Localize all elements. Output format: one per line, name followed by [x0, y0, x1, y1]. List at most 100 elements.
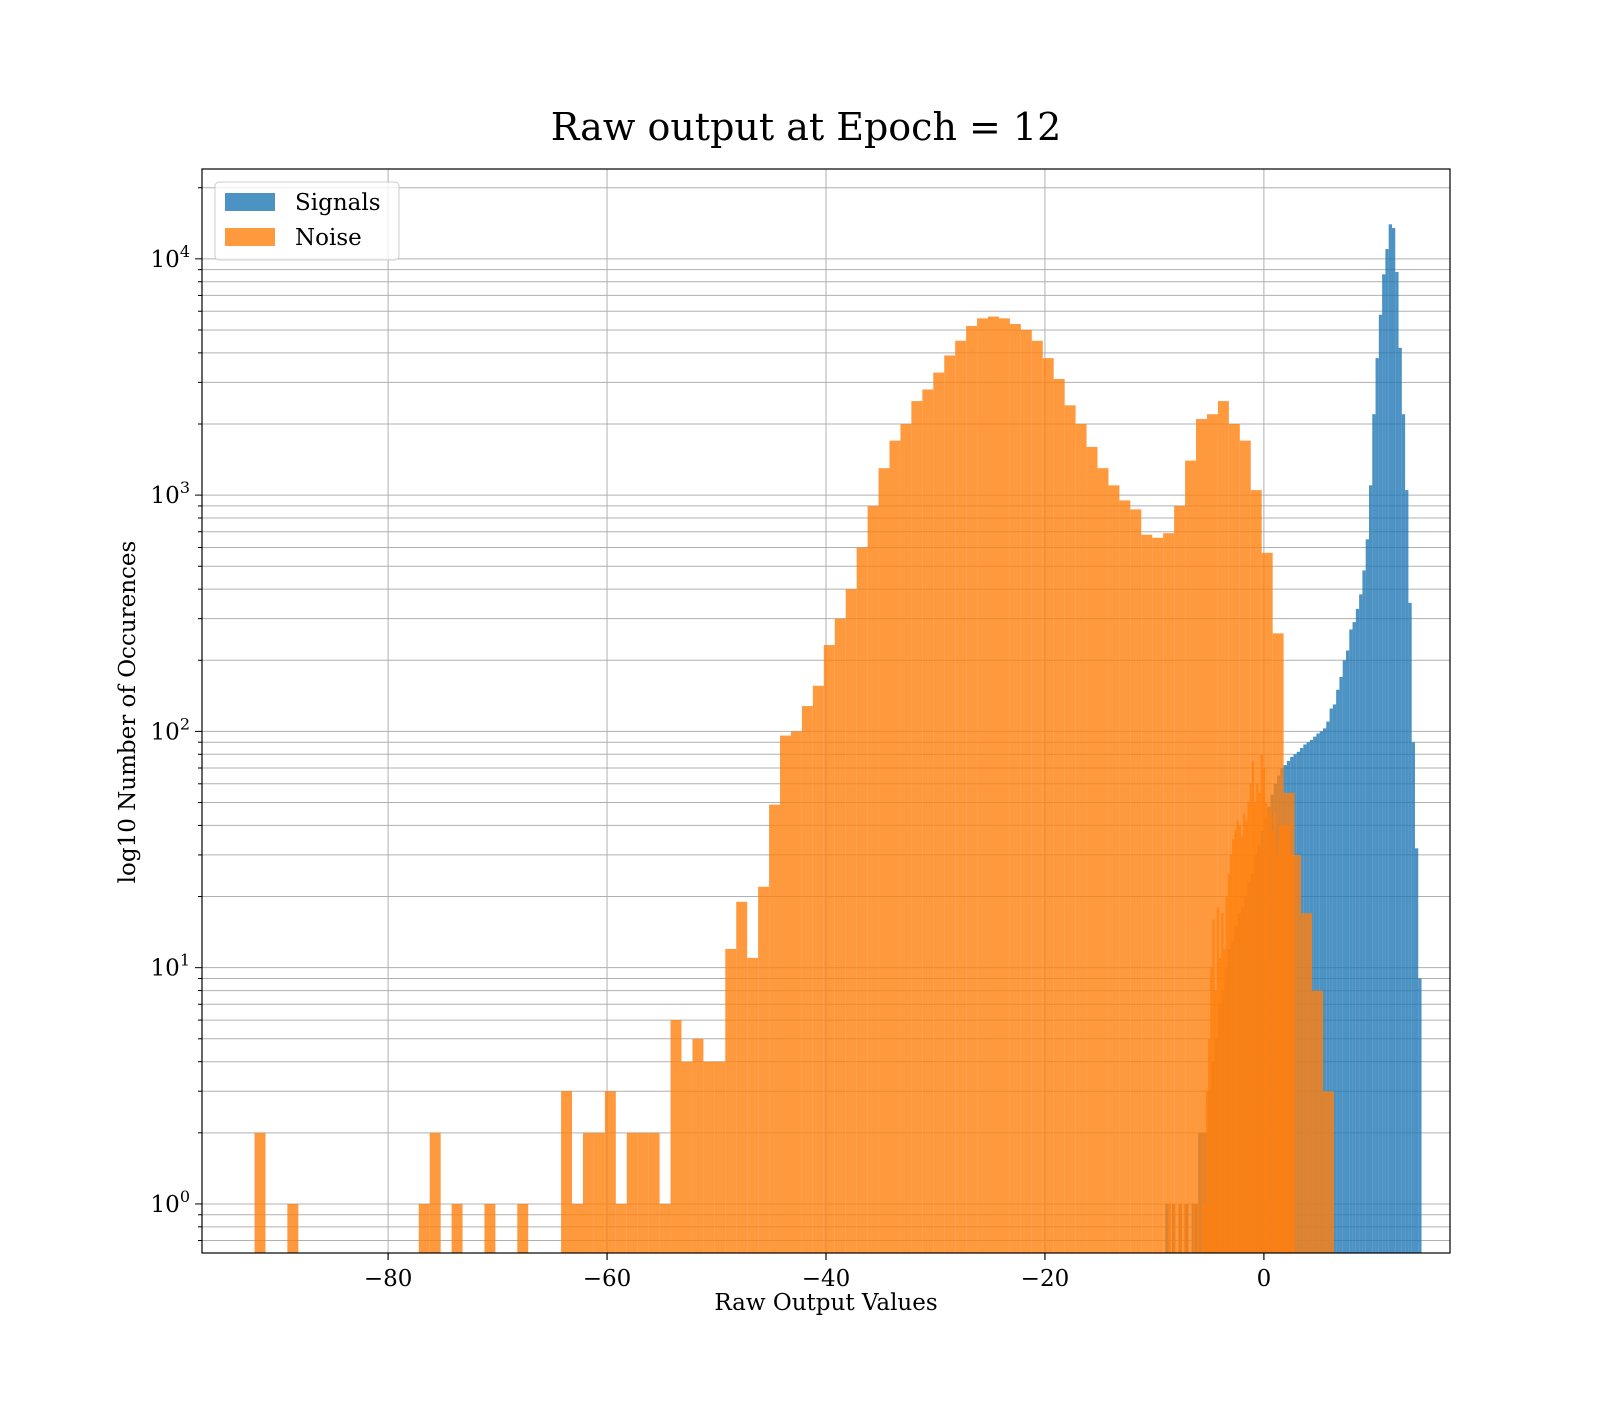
histogram-bar [1212, 919, 1215, 1253]
histogram-bar [1349, 629, 1353, 1253]
x-tick-label: −20 [1021, 1266, 1070, 1292]
histogram-bar [1201, 1132, 1204, 1253]
histogram-bar [714, 1061, 726, 1253]
histogram-bar [572, 1203, 583, 1253]
histogram-bar [561, 1091, 573, 1253]
histogram-bar [856, 547, 868, 1253]
histogram-bar [867, 505, 879, 1253]
histogram-bar [1086, 446, 1098, 1253]
histogram-bar [1301, 913, 1313, 1253]
histogram-bar [1243, 813, 1246, 1253]
histogram-bar [1362, 570, 1366, 1253]
y-axis-label: log10 Number of Occurences [115, 541, 141, 884]
histogram-bar [944, 355, 956, 1253]
histogram-bar [1339, 676, 1343, 1253]
x-axis-ticks: −80 −60 −40 −20 0 [364, 1253, 1271, 1292]
histogram-bars [254, 224, 1422, 1254]
histogram-bar [418, 1203, 430, 1253]
histogram-bar [1210, 967, 1213, 1253]
legend-label-noise: Noise [295, 225, 362, 251]
histogram-bar [451, 1203, 463, 1253]
histogram-bar [1183, 1203, 1187, 1253]
histogram-bar [1238, 825, 1241, 1253]
histogram-bar [1290, 854, 1302, 1253]
histogram-bar [1408, 602, 1412, 1253]
histogram-bar [1179, 1203, 1182, 1253]
x-tick-label: −80 [364, 1266, 413, 1292]
histogram-bar [1258, 792, 1261, 1253]
series-noise-fine-3-bars [1279, 825, 1334, 1253]
histogram-bar [812, 685, 824, 1253]
histogram-bar [878, 468, 890, 1253]
histogram-bar [1234, 830, 1237, 1253]
histogram-bar [1053, 379, 1065, 1253]
histogram-bar [1214, 990, 1217, 1253]
histogram-bar [1418, 978, 1422, 1253]
histogram-bar [429, 1132, 441, 1253]
chart-title: Raw output at Epoch = 12 [551, 105, 1062, 149]
histogram-bar [933, 372, 945, 1253]
histogram-bar [1174, 505, 1186, 1253]
histogram-bar [1411, 742, 1415, 1253]
histogram-bar [1279, 825, 1291, 1253]
histogram-bar [1020, 329, 1032, 1254]
x-tick-label: −60 [583, 1266, 632, 1292]
histogram-bar [801, 706, 813, 1253]
histogram-bar [1401, 414, 1406, 1253]
histogram-bar [254, 1132, 266, 1253]
histogram-bar [593, 1132, 605, 1253]
histogram-bar [703, 1061, 715, 1253]
histogram-bar [1382, 274, 1386, 1254]
legend: Signals Noise [214, 181, 400, 261]
histogram-bar [1217, 401, 1229, 1254]
histogram-bar [1368, 485, 1373, 1253]
histogram-bar [1245, 820, 1248, 1253]
histogram-bar [977, 318, 989, 1253]
histogram-bar [1163, 533, 1175, 1253]
histogram-bar [1206, 414, 1218, 1253]
y-tick-label: 103 [151, 478, 190, 509]
histogram-bar [1388, 224, 1392, 1253]
histogram-bar [1173, 1203, 1176, 1253]
x-tick-label: −40 [802, 1266, 851, 1292]
histogram-bar [604, 1091, 616, 1253]
histogram-bar [582, 1132, 594, 1253]
legend-swatch-signals [225, 193, 275, 211]
histogram-bar [1223, 948, 1226, 1253]
histogram-bar [615, 1203, 627, 1253]
histogram-bar [1342, 660, 1346, 1253]
histogram-bar [1225, 896, 1228, 1253]
histogram-bar [1352, 622, 1356, 1253]
histogram-bar [1326, 721, 1330, 1253]
histogram-bar [790, 731, 802, 1253]
histogram-bar [1249, 783, 1252, 1253]
histogram-bar [1216, 907, 1220, 1253]
histogram-bar [1323, 728, 1327, 1253]
histogram-bar [1075, 423, 1087, 1254]
histogram-bar [780, 735, 791, 1253]
histogram-bar [287, 1203, 299, 1253]
histogram-bar [1256, 783, 1259, 1253]
histogram-bar [988, 316, 999, 1253]
histogram-bar [922, 389, 934, 1253]
histogram-bar [1196, 418, 1207, 1253]
series-noise-fine-2-bars [1168, 754, 1281, 1253]
x-tick-label: 0 [1257, 1266, 1272, 1292]
histogram-bar [845, 589, 857, 1253]
legend-label-signals: Signals [295, 190, 381, 216]
histogram-bar [911, 401, 923, 1254]
histogram-bar [747, 957, 759, 1253]
histogram-bar [1329, 708, 1333, 1253]
histogram-bar [834, 618, 846, 1253]
histogram-bar [725, 948, 737, 1253]
histogram-bar [1395, 271, 1399, 1253]
histogram-bar [1323, 1091, 1334, 1253]
histogram-bar [670, 1020, 682, 1253]
histogram-bar [1205, 1091, 1209, 1253]
histogram-bar [823, 645, 835, 1253]
histogram-bar [1405, 490, 1409, 1253]
histogram-bar [1108, 485, 1120, 1253]
histogram-bar [1267, 813, 1270, 1253]
